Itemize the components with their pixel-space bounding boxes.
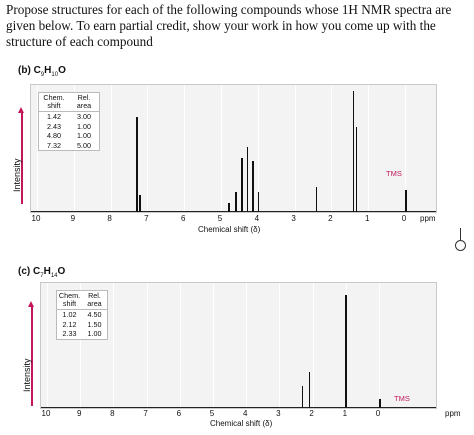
x-axis-label: Chemical shift (δ) <box>198 225 261 234</box>
grid-line <box>221 85 222 212</box>
grid-line <box>379 283 380 408</box>
nmr-peak <box>379 399 381 408</box>
nmr-peak <box>136 117 138 212</box>
part-letter: (c) <box>18 266 31 277</box>
x-tick-label: 9 <box>76 409 82 418</box>
x-tick-label: 0 <box>401 214 407 223</box>
nmr-peak <box>139 194 141 212</box>
nmr-peak <box>241 158 243 212</box>
nmr-peak <box>315 187 318 212</box>
x-tick-label: 4 <box>242 409 248 418</box>
circle-icon <box>455 240 466 251</box>
table-row: 1.42 3.00 <box>47 112 91 121</box>
question-text: Propose structures for each of the follo… <box>6 2 452 49</box>
table-row: 2.33 1.00 <box>62 329 102 338</box>
grid-line <box>279 283 281 408</box>
x-tick-label: 10 <box>41 409 51 418</box>
spectrum-baseline <box>31 210 436 212</box>
x-tick-label: 0 <box>375 409 381 418</box>
grid-line <box>47 283 48 408</box>
table-row: 2.43 1.00 <box>47 121 91 131</box>
nmr-peak <box>257 192 260 212</box>
intensity-arrow-icon <box>18 107 24 204</box>
spectrum-c-label: (c) C7H14O <box>18 266 65 279</box>
nmr-peak <box>234 192 237 212</box>
x-tick-label: 5 <box>209 409 215 418</box>
x-tick-label: 1 <box>364 214 370 223</box>
x-tick-label: 7 <box>144 214 149 223</box>
grid-line <box>294 85 296 212</box>
grid-line <box>368 85 370 212</box>
x-tick-label: 4 <box>254 214 260 223</box>
x-tick-label: 6 <box>176 409 182 418</box>
tms-label: TMS <box>386 169 402 178</box>
x-axis-label: Chemical shift (δ) <box>210 419 273 428</box>
y-axis-label: Intensity <box>22 358 32 392</box>
grid-line <box>405 85 406 212</box>
grid-line <box>331 85 333 212</box>
x-tick-label: 3 <box>291 214 296 223</box>
table-row: 2.12 1.50 <box>62 319 102 329</box>
grid-line <box>179 283 181 408</box>
grid-line <box>257 85 259 212</box>
grid-line <box>113 283 115 408</box>
x-tick-label: 9 <box>70 214 76 223</box>
nmr-peak <box>228 203 230 212</box>
grid-line <box>246 283 248 408</box>
table-row: 7.32 5.00 <box>47 140 91 150</box>
nmr-peak <box>308 372 311 408</box>
grid-line <box>312 283 314 408</box>
rel-area-header: Rel. area <box>87 291 102 308</box>
ppm-unit: ppm <box>445 409 461 418</box>
x-tick-label: 5 <box>217 214 223 223</box>
grid-line <box>147 85 149 212</box>
grid-line <box>184 85 186 212</box>
table-row: 4.80 1.00 <box>47 131 91 140</box>
x-tick-label: 8 <box>110 409 115 418</box>
spectrum-b-label: (b) C9H10O <box>18 65 66 78</box>
tms-label: TMS <box>394 394 410 403</box>
grid-line <box>213 283 214 408</box>
x-tick-label: 8 <box>107 214 112 223</box>
divider-line <box>460 228 461 240</box>
nmr-peak <box>252 160 254 212</box>
chem-shift-header: Chem. shift <box>58 291 81 308</box>
x-tick-label: 7 <box>143 409 148 418</box>
y-axis-label: Intensity <box>12 158 22 192</box>
nmr-peak <box>345 294 347 408</box>
x-tick-label: 3 <box>276 409 281 418</box>
nmr-peak <box>301 385 304 408</box>
shift-area-table-b: Chem. shift Rel. area 1.42 3.00 2.43 1.00 4.… <box>38 92 100 151</box>
table-row: 1.02 4.50 <box>62 310 102 319</box>
nmr-peak <box>352 90 355 212</box>
shift-area-table-c: Chem. shift Rel. area 1.02 4.50 2.12 1.50 2.… <box>56 290 108 340</box>
grid-line <box>146 283 148 408</box>
ppm-unit: ppm <box>420 214 436 223</box>
nmr-peak <box>246 147 249 212</box>
x-tick-label: 2 <box>328 214 333 223</box>
x-tick-label: 1 <box>342 409 348 418</box>
molecular-formula: C7H14O <box>33 266 66 279</box>
nmr-peak <box>405 189 407 212</box>
x-tick-label: 6 <box>180 214 186 223</box>
x-tick-label: 2 <box>309 409 314 418</box>
nmr-peak <box>355 127 358 212</box>
chem-shift-header: Chem. shift <box>43 93 65 110</box>
rel-area-header: Rel. area <box>76 93 92 110</box>
part-letter: (b) <box>18 65 31 76</box>
spectrum-baseline <box>41 406 436 408</box>
grid-line <box>110 85 112 212</box>
molecular-formula: C9H10O <box>33 65 66 78</box>
intensity-arrow-icon <box>28 301 34 406</box>
x-tick-label: 10 <box>31 214 41 223</box>
grid-line <box>37 85 38 212</box>
grid-line <box>80 283 82 408</box>
